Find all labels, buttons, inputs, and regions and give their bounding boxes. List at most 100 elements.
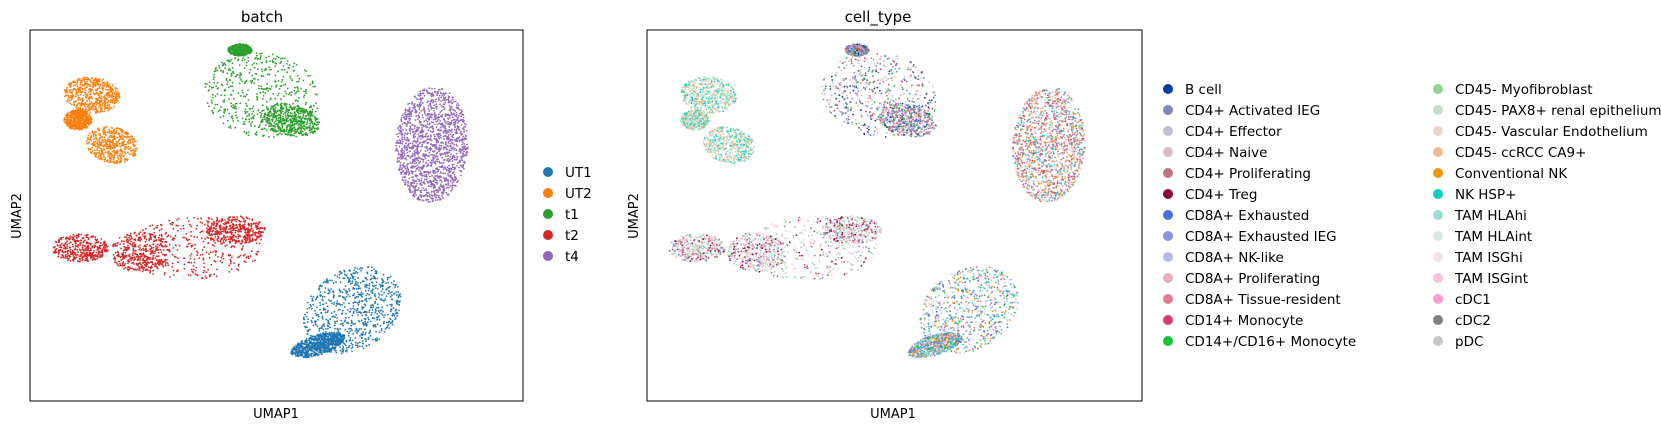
data-point: [111, 91, 113, 93]
data-point: [395, 313, 397, 315]
data-point: [80, 80, 82, 82]
data-point: [365, 322, 367, 324]
data-point: [318, 328, 320, 330]
data-point: [92, 150, 94, 152]
data-point: [237, 60, 239, 62]
data-point: [355, 271, 357, 273]
data-point: [311, 349, 313, 351]
data-point: [306, 316, 308, 318]
data-point: [206, 252, 208, 254]
data-point: [270, 108, 272, 110]
data-point: [378, 292, 380, 294]
data-point: [133, 143, 135, 145]
data-point: [260, 57, 262, 59]
data-point: [331, 312, 333, 314]
data-point: [339, 350, 341, 352]
data-point: [89, 88, 91, 90]
data-point: [281, 108, 283, 110]
data-point: [295, 136, 297, 138]
data-point: [258, 85, 260, 87]
data-point: [319, 286, 321, 288]
data-point: [383, 274, 385, 276]
data-point: [119, 263, 121, 265]
data-point: [373, 268, 375, 270]
data-point: [246, 111, 248, 113]
data-point: [291, 349, 293, 351]
data-point: [344, 306, 346, 308]
data-point: [350, 328, 352, 330]
data-point: [253, 105, 255, 107]
data-point: [273, 113, 275, 115]
data-point: [258, 109, 260, 111]
data-point: [378, 338, 380, 340]
data-point: [72, 246, 74, 248]
data-point: [259, 59, 261, 61]
data-point: [290, 112, 292, 114]
data-point: [110, 158, 112, 160]
data-point: [352, 323, 354, 325]
data-point: [235, 111, 237, 113]
data-point: [285, 84, 287, 86]
data-point: [85, 124, 87, 126]
data-point: [248, 46, 250, 48]
data-point: [290, 128, 292, 130]
data-point: [260, 239, 262, 241]
data-point: [294, 93, 296, 95]
data-point: [359, 328, 361, 330]
data-point: [75, 123, 77, 125]
data-point: [336, 300, 338, 302]
data-point: [245, 95, 247, 97]
data-point: [328, 290, 330, 292]
data-point: [77, 251, 79, 253]
data-point: [346, 351, 348, 353]
data-point: [232, 71, 234, 73]
data-point: [242, 118, 244, 120]
data-point: [240, 79, 242, 81]
data-point: [242, 123, 244, 125]
data-point: [260, 88, 262, 90]
data-point: [281, 69, 283, 71]
data-point: [256, 99, 258, 101]
data-point: [376, 270, 378, 272]
data-point: [122, 143, 124, 145]
data-point: [220, 70, 222, 72]
data-point: [302, 108, 304, 110]
data-point: [220, 106, 222, 108]
data-point: [106, 86, 108, 88]
data-point: [332, 290, 334, 292]
data-point: [350, 325, 352, 327]
data-point: [108, 85, 110, 87]
data-point: [85, 116, 87, 118]
data-point: [360, 282, 362, 284]
data-point: [303, 96, 305, 98]
data-point: [368, 338, 370, 340]
data-point: [338, 309, 340, 311]
data-point: [64, 122, 66, 124]
data-point: [335, 352, 337, 354]
data-point: [325, 312, 327, 314]
data-point: [381, 278, 383, 280]
data-point: [368, 287, 370, 289]
data-point: [395, 284, 397, 286]
data-point: [252, 111, 254, 113]
data-point: [80, 119, 82, 121]
data-point: [287, 60, 289, 62]
data-point: [125, 159, 127, 161]
data-point: [232, 120, 234, 122]
data-point: [99, 87, 101, 89]
data-point: [97, 110, 99, 112]
data-point: [289, 76, 291, 78]
data-point: [304, 125, 306, 127]
data-point: [283, 95, 285, 97]
data-point: [110, 86, 112, 88]
data-point: [372, 309, 374, 311]
data-point: [123, 145, 125, 147]
data-point: [108, 108, 110, 110]
data-point: [295, 345, 297, 347]
data-point: [62, 250, 64, 252]
data-point: [321, 349, 323, 351]
data-point: [360, 270, 362, 272]
data-point: [281, 124, 283, 126]
data-point: [388, 324, 390, 326]
data-point: [111, 132, 113, 134]
